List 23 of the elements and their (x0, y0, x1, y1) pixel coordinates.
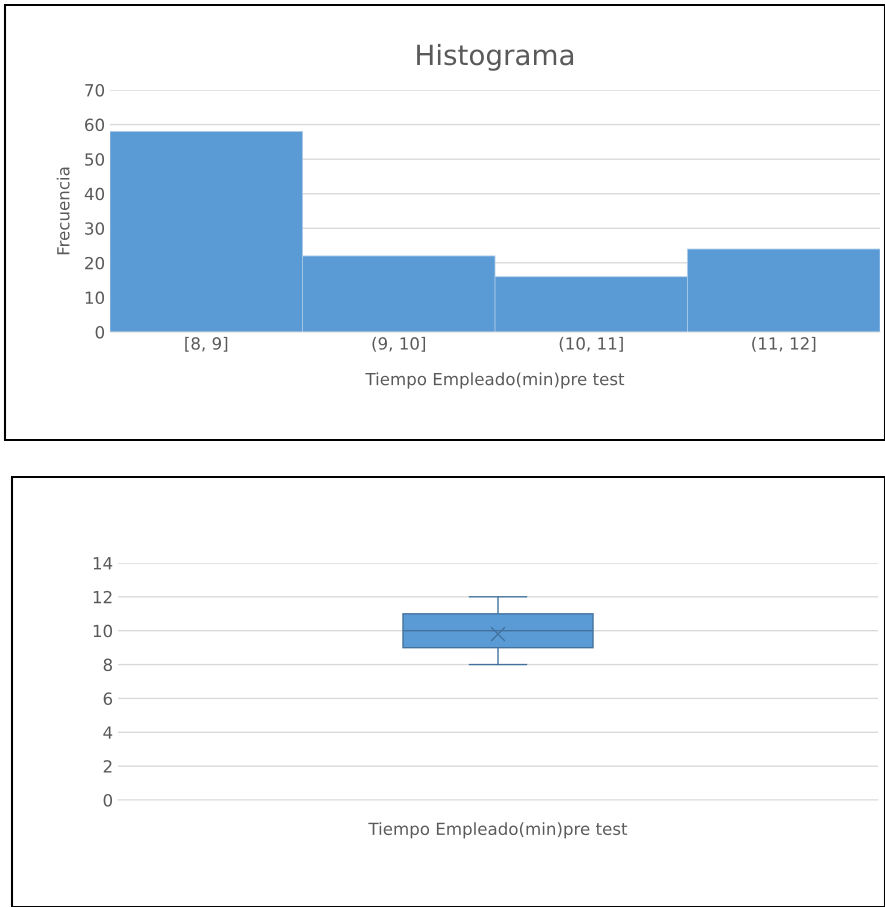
y-tick-label: 20 (85, 256, 104, 270)
y-tick-label: 2 (104, 760, 112, 772)
y-tick-label: 60 (85, 118, 104, 132)
y-tick-label: 50 (85, 153, 104, 166)
y-tick-label: 14 (94, 557, 112, 570)
x-tick-label: (11, 12] (752, 336, 816, 352)
y-axis-title: Frecuencia (56, 168, 70, 254)
y-tick-label: 30 (85, 222, 104, 235)
x-tick-label: (10, 11] (560, 336, 623, 352)
y-tick-label: 4 (103, 726, 112, 739)
y-tick-label: 12 (94, 590, 112, 604)
chart-title: Histograma (417, 44, 574, 71)
y-tick-label: 0 (104, 794, 112, 807)
y-tick-label: 10 (94, 624, 112, 638)
y-tick-label: 0 (96, 326, 104, 339)
y-tick-label: 70 (85, 84, 104, 97)
y-tick-label: 8 (104, 658, 112, 672)
x-tick-label: [8, 9] (185, 336, 228, 352)
y-tick-label: 40 (84, 188, 104, 200)
x-axis-title: Tiempo Empleado(min)pre test (365, 372, 624, 389)
x-tick-label: (9, 10] (372, 336, 426, 352)
y-tick-label: 6 (104, 692, 112, 705)
y-tick-label: 10 (86, 291, 104, 304)
